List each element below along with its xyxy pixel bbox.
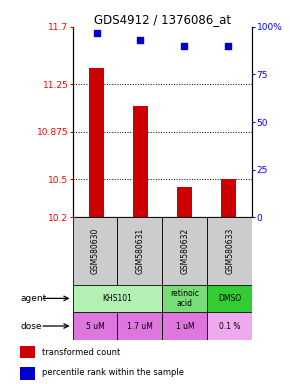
Bar: [220, 179, 236, 217]
Bar: [207, 285, 252, 312]
Bar: [20, 367, 35, 379]
Text: DMSO: DMSO: [218, 294, 241, 303]
Bar: [162, 217, 207, 285]
Bar: [162, 312, 207, 340]
Text: KHS101: KHS101: [102, 294, 133, 303]
Text: retinoic
acid: retinoic acid: [171, 289, 200, 308]
Bar: [162, 285, 207, 312]
Text: percentile rank within the sample: percentile rank within the sample: [42, 369, 184, 377]
Bar: [207, 217, 252, 285]
Point: [94, 30, 99, 36]
Bar: [117, 217, 162, 285]
Bar: [207, 312, 252, 340]
Text: GSM580630: GSM580630: [90, 228, 99, 274]
Point: [182, 43, 187, 49]
Point: [138, 37, 143, 43]
Text: 0.1 %: 0.1 %: [219, 321, 241, 331]
Text: GSM580631: GSM580631: [135, 228, 144, 274]
Bar: [72, 217, 117, 285]
Text: dose: dose: [20, 321, 42, 331]
Point: [226, 43, 231, 49]
Text: 1 uM: 1 uM: [175, 321, 194, 331]
Text: GSM580633: GSM580633: [225, 228, 234, 274]
Bar: [117, 312, 162, 340]
Title: GDS4912 / 1376086_at: GDS4912 / 1376086_at: [94, 13, 231, 26]
Bar: [177, 187, 192, 217]
Bar: [133, 106, 148, 217]
Bar: [20, 346, 35, 358]
Text: transformed count: transformed count: [42, 348, 120, 357]
Text: 5 uM: 5 uM: [86, 321, 104, 331]
Text: 1.7 uM: 1.7 uM: [127, 321, 153, 331]
Text: agent: agent: [20, 294, 47, 303]
Text: GSM580632: GSM580632: [180, 228, 189, 274]
Bar: [72, 312, 117, 340]
Bar: [89, 68, 104, 217]
Bar: [72, 285, 162, 312]
